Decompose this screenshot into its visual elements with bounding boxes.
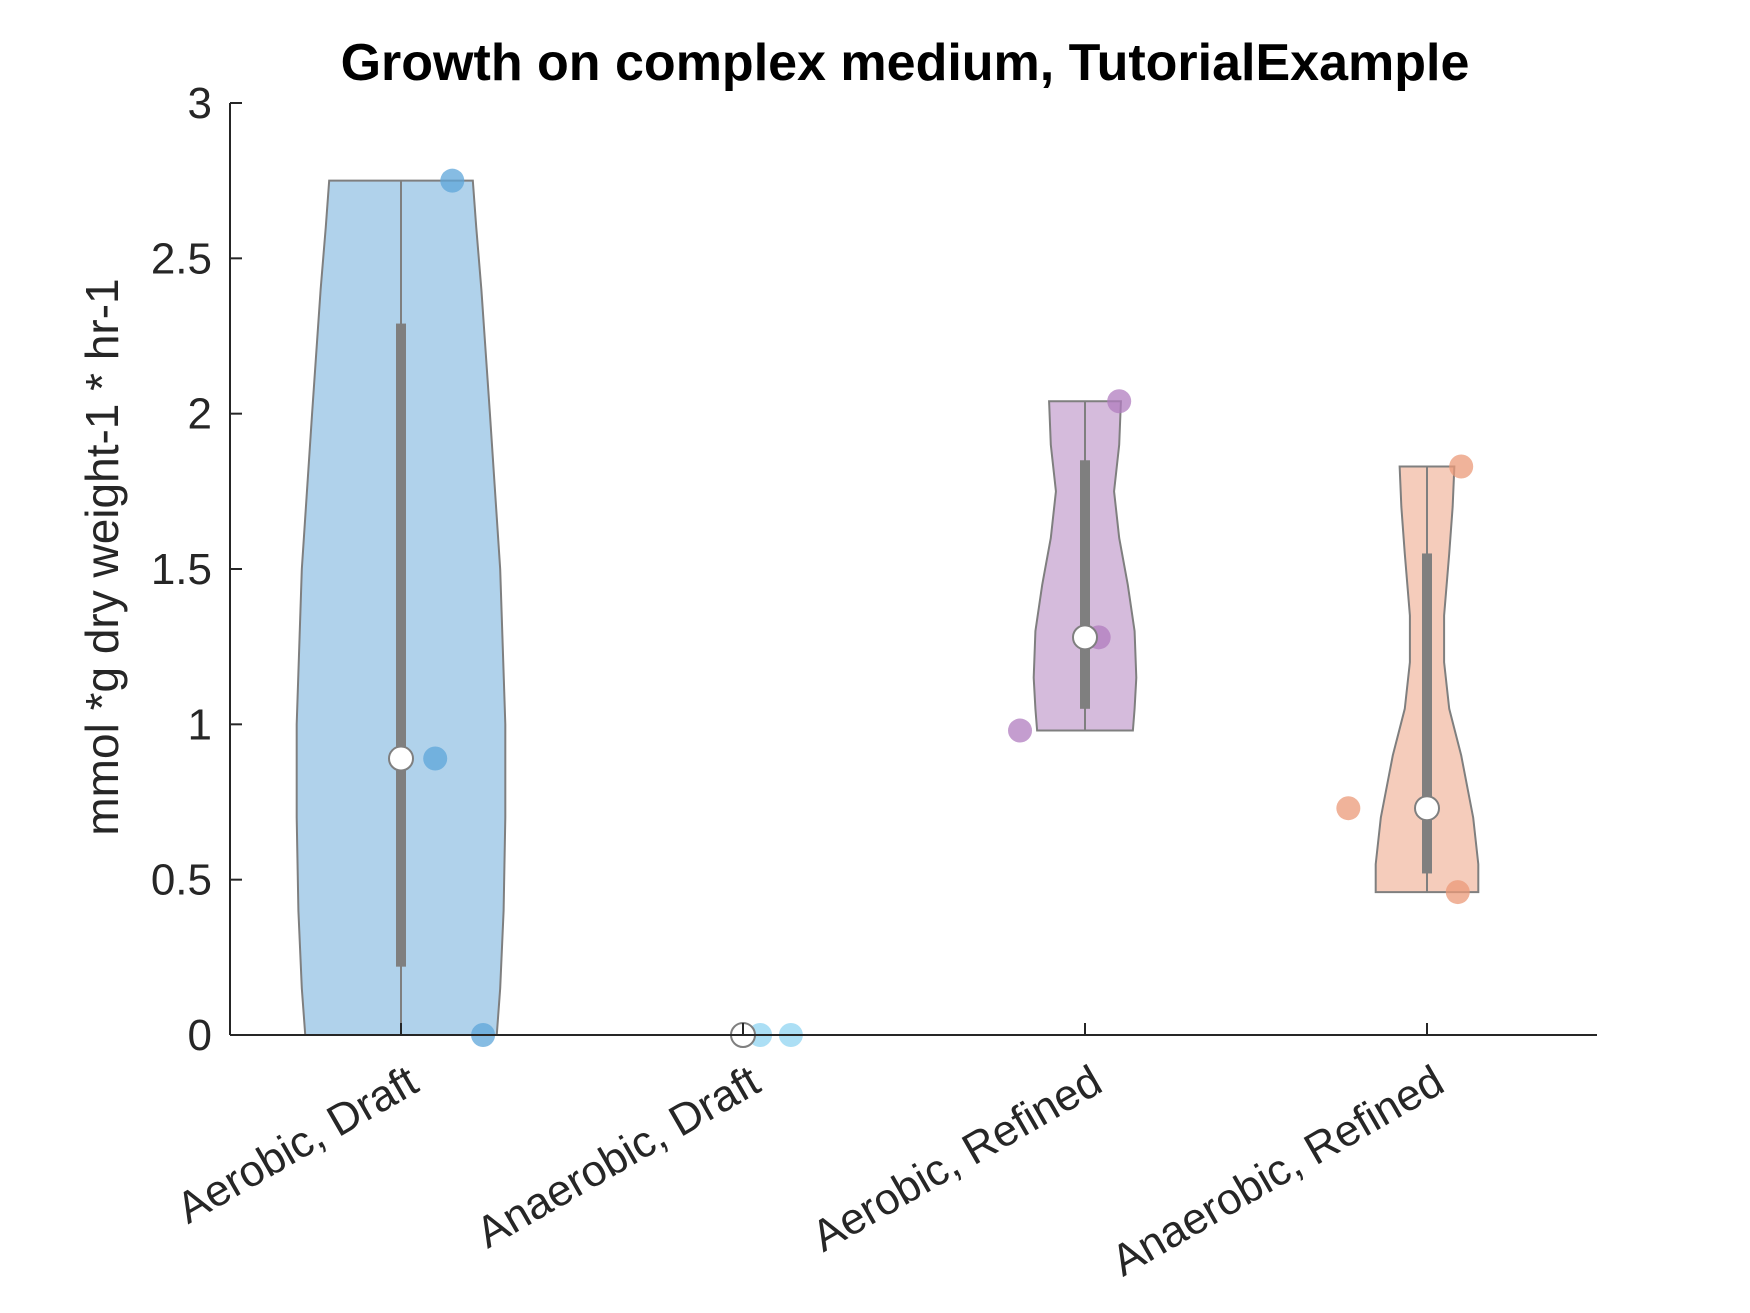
x-tick-label: Aerobic, Refined: [804, 1056, 1110, 1261]
data-point: [1445, 880, 1470, 905]
data-point: [423, 746, 448, 771]
violin-group: [295, 179, 1480, 1036]
violin-iqr-box: [396, 323, 406, 967]
x-ticks: Aerobic, Draft Anaerobic, Draft Aerobic, R…: [169, 1023, 1452, 1286]
median-marker: [388, 745, 414, 772]
y-tick-label: 2.5: [151, 234, 212, 283]
y-ticks: 0 0.5 1 1.5 2 2.5 3: [151, 79, 242, 1060]
median-marker: [1072, 624, 1098, 651]
y-tick-label: 3: [188, 79, 212, 128]
y-axis-label: mmol *g dry weight-1 * hr-1: [76, 278, 128, 835]
y-tick-label: 1: [188, 700, 212, 749]
x-tick-label: Aerobic, Draft: [169, 1056, 426, 1233]
y-tick-label: 1.5: [151, 545, 212, 594]
data-point: [1107, 389, 1132, 414]
data-point: [440, 168, 465, 193]
median-marker: [1414, 795, 1440, 822]
chart-title: Growth on complex medium, TutorialExampl…: [341, 34, 1470, 92]
violin-iqr-box: [1080, 460, 1090, 709]
y-tick-label: 0: [188, 1011, 212, 1060]
x-tick-label: Anaerobic, Refined: [1103, 1056, 1452, 1286]
y-tick-label: 2: [188, 390, 212, 439]
y-tick-label: 0.5: [151, 856, 212, 905]
data-points-group: [388, 168, 1474, 1048]
data-point: [1008, 718, 1033, 743]
data-point: [1336, 796, 1361, 821]
violin-iqr-box: [1422, 553, 1432, 874]
x-tick-label: Anaerobic, Draft: [468, 1056, 768, 1257]
data-point: [1449, 454, 1474, 479]
